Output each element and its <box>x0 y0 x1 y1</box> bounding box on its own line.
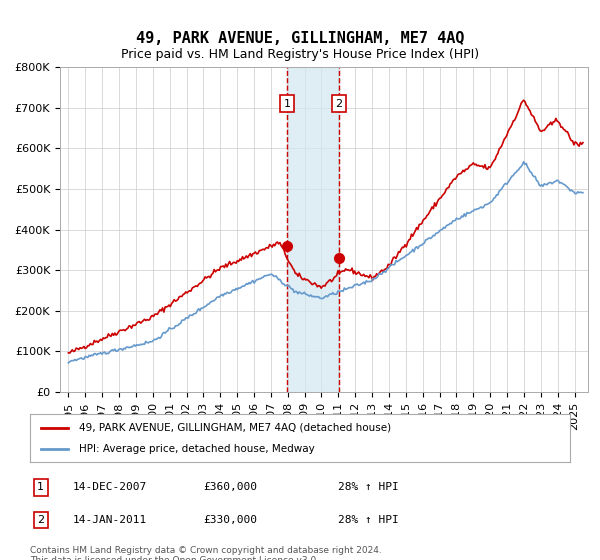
Text: 2: 2 <box>335 99 343 109</box>
Text: Contains HM Land Registry data © Crown copyright and database right 2024.
This d: Contains HM Land Registry data © Crown c… <box>30 546 382 560</box>
Text: 2: 2 <box>37 515 44 525</box>
Text: HPI: Average price, detached house, Medway: HPI: Average price, detached house, Medw… <box>79 444 314 454</box>
Text: 28% ↑ HPI: 28% ↑ HPI <box>338 482 398 492</box>
Text: Price paid vs. HM Land Registry's House Price Index (HPI): Price paid vs. HM Land Registry's House … <box>121 48 479 60</box>
Text: 49, PARK AVENUE, GILLINGHAM, ME7 4AQ (detached house): 49, PARK AVENUE, GILLINGHAM, ME7 4AQ (de… <box>79 423 391 433</box>
Text: £360,000: £360,000 <box>203 482 257 492</box>
Text: 28% ↑ HPI: 28% ↑ HPI <box>338 515 398 525</box>
Text: 14-DEC-2007: 14-DEC-2007 <box>73 482 148 492</box>
Text: £330,000: £330,000 <box>203 515 257 525</box>
Text: 1: 1 <box>283 99 290 109</box>
Bar <box>287 67 339 392</box>
Text: 49, PARK AVENUE, GILLINGHAM, ME7 4AQ: 49, PARK AVENUE, GILLINGHAM, ME7 4AQ <box>136 31 464 46</box>
Text: 1: 1 <box>37 482 44 492</box>
Text: 14-JAN-2011: 14-JAN-2011 <box>73 515 148 525</box>
